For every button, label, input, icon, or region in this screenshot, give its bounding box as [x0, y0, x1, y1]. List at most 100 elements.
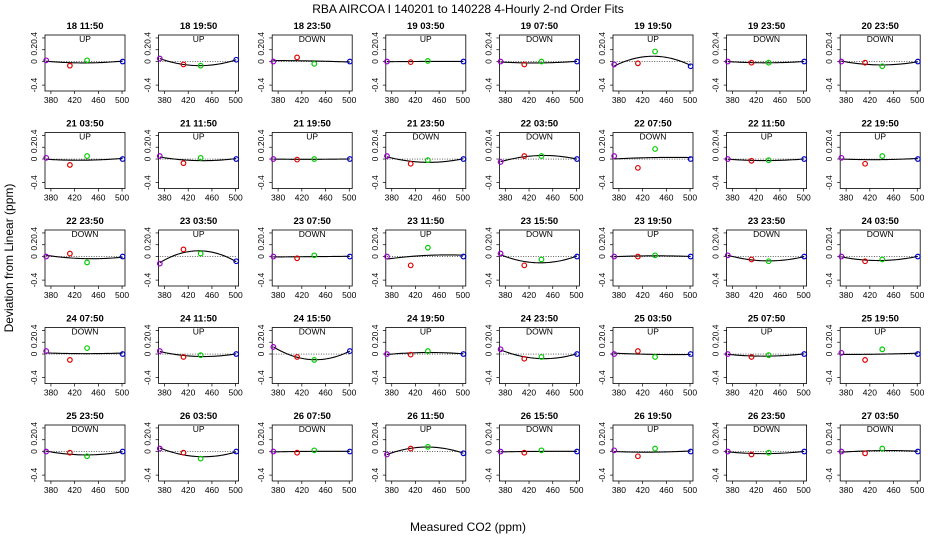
x-tick-label: 420	[749, 95, 763, 105]
y-tick-label: 0	[711, 449, 721, 454]
y-tick-label: 0.2	[483, 239, 493, 251]
x-tick-label: 420	[295, 290, 309, 300]
panel-title: 22 19:50	[861, 119, 899, 130]
fit-curve	[841, 450, 918, 453]
panel-title: 19 03:50	[407, 21, 445, 32]
x-tick-label: 380	[612, 485, 626, 495]
x-tick-label: 460	[886, 95, 900, 105]
y-tick-label: 0	[824, 59, 834, 64]
data-point	[521, 61, 528, 68]
panel-title: 26 19:50	[634, 411, 672, 422]
x-tick-label: 380	[44, 388, 58, 398]
data-point	[879, 445, 886, 452]
panel-direction: UP	[306, 132, 318, 142]
y-tick-label: -0.4	[256, 370, 266, 385]
y-tick-label: 0	[483, 254, 493, 259]
y-tick-label: 0	[370, 156, 380, 161]
data-point	[311, 357, 318, 363]
chart-title: RBA AIRCOA I 140201 to 140228 4-Hourly 2…	[312, 2, 624, 16]
data-point	[407, 262, 414, 269]
y-tick-label: 0.4	[143, 32, 153, 44]
y-tick-label: 0	[143, 254, 153, 259]
fit-curve	[273, 346, 351, 361]
y-tick-label: -0.4	[824, 468, 834, 483]
x-tick-label: 500	[115, 290, 129, 300]
panel: 19 19:50 UP -0.4 0 0.20.4 380 420 460 500	[597, 21, 697, 105]
x-tick-label: 500	[569, 95, 583, 105]
data-point	[497, 346, 504, 353]
x-tick-label: 500	[910, 193, 924, 203]
data-point	[407, 445, 414, 452]
data-point	[652, 252, 658, 259]
y-tick-label: -0.4	[483, 78, 493, 93]
data-point	[294, 156, 300, 163]
x-tick-label: 500	[229, 290, 243, 300]
fit-curve	[386, 446, 464, 456]
x-tick-label: 460	[91, 290, 105, 300]
x-tick-label: 380	[725, 485, 739, 495]
y-tick-label: 0	[597, 449, 607, 454]
y-tick-label: 0.4	[29, 227, 39, 239]
y-tick-label: 0.2	[483, 434, 493, 446]
y-tick-label: 0	[711, 351, 721, 356]
y-tick-label: 0.4	[711, 129, 721, 141]
x-tick-label: 380	[44, 290, 58, 300]
x-tick-label: 380	[839, 193, 853, 203]
panel-direction: UP	[79, 132, 91, 142]
x-tick-label: 500	[342, 193, 356, 203]
y-tick-label: 0	[256, 59, 266, 64]
x-tick-label: 500	[456, 485, 470, 495]
x-tick-label: 380	[612, 388, 626, 398]
panel-direction: DOWN	[640, 132, 667, 142]
x-tick-label: 380	[725, 193, 739, 203]
panel: 22 19:50 UP -0.4 0 0.20.4 380 420 460 500	[824, 119, 924, 203]
x-tick-label: 500	[456, 95, 470, 105]
y-tick-label: 0.2	[824, 44, 834, 56]
x-tick-label: 460	[886, 193, 900, 203]
data-point	[724, 58, 731, 65]
y-tick-label: 0	[597, 254, 607, 259]
x-tick-label: 460	[318, 95, 332, 105]
panel-direction: DOWN	[299, 327, 326, 337]
panel: 19 23:50 DOWN -0.4 0 0.20.4 380 420 460 500	[711, 21, 811, 105]
panel: 23 11:50 UP -0.4 0 0.20.4 380 420 460 500	[370, 216, 470, 300]
data-point	[384, 351, 390, 357]
y-tick-label: -0.4	[824, 370, 834, 385]
y-tick-label: 0.2	[256, 141, 266, 153]
data-point	[424, 443, 431, 450]
x-tick-label: 380	[271, 388, 285, 398]
y-tick-label: 0.4	[256, 32, 266, 44]
data-point	[384, 451, 390, 458]
data-point	[156, 153, 163, 159]
y-tick-label: 0.4	[711, 32, 721, 44]
x-tick-label: 380	[725, 290, 739, 300]
data-point	[460, 58, 467, 65]
panel-title: 18 11:50	[67, 21, 104, 32]
y-tick-label: 0.4	[483, 32, 493, 44]
panel-title: 26 15:50	[521, 411, 559, 422]
y-tick-label: 0	[483, 59, 493, 64]
y-tick-label: 0.4	[370, 422, 380, 434]
x-tick-label: 500	[342, 485, 356, 495]
data-point	[66, 162, 73, 168]
y-tick-label: 0	[370, 59, 380, 64]
data-point	[294, 54, 300, 61]
y-tick-label: 0.2	[597, 434, 607, 446]
data-point	[634, 253, 641, 260]
x-tick-label: 380	[612, 290, 626, 300]
y-tick-label: -0.4	[29, 175, 39, 190]
y-tick-label: 0.4	[824, 32, 834, 44]
x-tick-label: 420	[68, 95, 82, 105]
data-point	[879, 346, 886, 353]
panel: 23 07:50 DOWN -0.4 0 0.20.4 380 420 460 500	[256, 216, 356, 300]
y-tick-label: 0.4	[29, 422, 39, 434]
data-point	[233, 448, 240, 455]
data-point	[180, 354, 187, 360]
data-point	[407, 59, 414, 66]
data-point	[43, 154, 50, 161]
y-tick-label: 0.2	[143, 434, 153, 446]
panel-title: 18 23:50	[293, 21, 331, 32]
x-tick-label: 380	[44, 95, 58, 105]
y-tick-label: -0.4	[711, 468, 721, 483]
x-tick-label: 380	[157, 388, 171, 398]
